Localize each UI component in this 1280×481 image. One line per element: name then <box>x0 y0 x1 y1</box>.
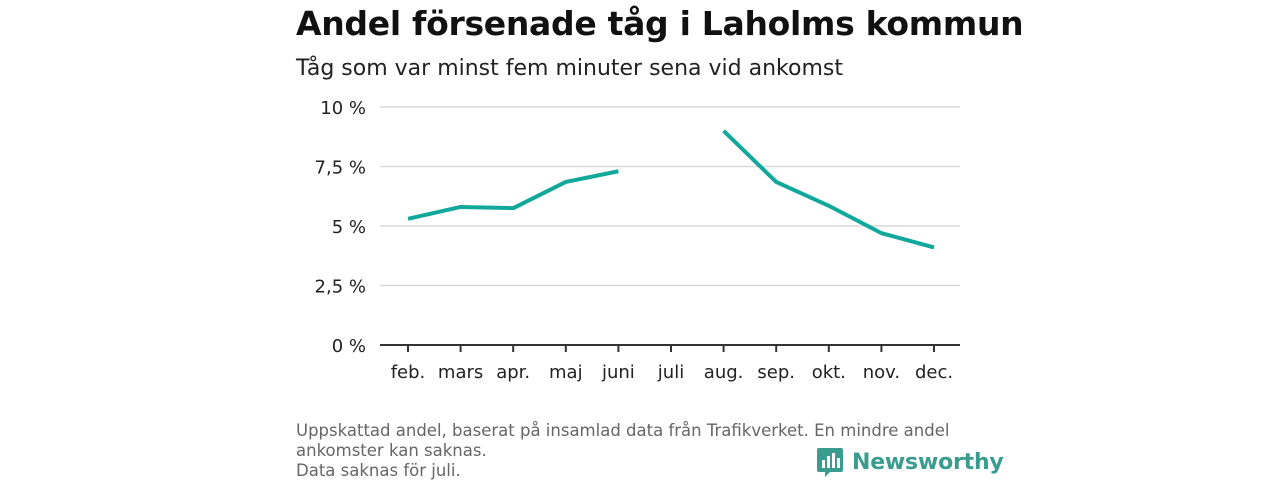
x-tick-label: mars <box>438 362 483 383</box>
footnote: Uppskattad andel, baserat på insamlad da… <box>296 421 986 481</box>
series-lines <box>407 129 935 250</box>
series-line-segment <box>407 169 619 221</box>
brand-name: Newsworthy <box>852 449 1004 475</box>
line-chart: 0 % 2,5 % 5 % 7,5 % 10 % feb. mars apr. maj juni… <box>315 98 960 383</box>
y-tick-label: 2,5 % <box>315 277 366 298</box>
series-line-segment <box>722 129 935 250</box>
chart-subtitle: Tåg som var minst fem minuter sena vid a… <box>296 56 843 81</box>
x-axis: feb. mars apr. maj juni juli aug. sep. okt. nov. d… <box>380 344 960 383</box>
x-tick-label: apr. <box>496 362 530 383</box>
chart-title: Andel försenade tåg i Laholms kommun <box>296 4 1024 43</box>
grid-lines <box>380 106 960 287</box>
x-tick-label: dec. <box>915 362 953 383</box>
y-tick-label: 0 % <box>332 336 366 357</box>
x-tick-label: juli <box>657 362 684 383</box>
newsworthy-logo-icon <box>817 448 843 477</box>
x-tick-label: nov. <box>863 362 900 383</box>
y-tick-label: 7,5 % <box>315 158 366 179</box>
y-tick-label: 10 % <box>320 98 366 119</box>
footnote-line-3: Data saknas för juli. <box>296 461 461 480</box>
footnote-line-2: ankomster kan saknas. <box>296 441 487 460</box>
x-tick-label: juni <box>601 362 635 383</box>
footnote-line-1: Uppskattad andel, baserat på insamlad da… <box>296 421 950 440</box>
x-tick-label: sep. <box>757 362 795 383</box>
x-tick-label: okt. <box>812 362 846 383</box>
y-tick-label: 5 % <box>332 217 366 238</box>
y-axis-ticks: 0 % 2,5 % 5 % 7,5 % 10 % <box>315 98 366 357</box>
x-tick-label: aug. <box>704 362 744 383</box>
x-tick-label: maj <box>549 362 583 383</box>
brand-logo: Newsworthy <box>816 446 1004 478</box>
x-tick-label: feb. <box>391 362 426 383</box>
